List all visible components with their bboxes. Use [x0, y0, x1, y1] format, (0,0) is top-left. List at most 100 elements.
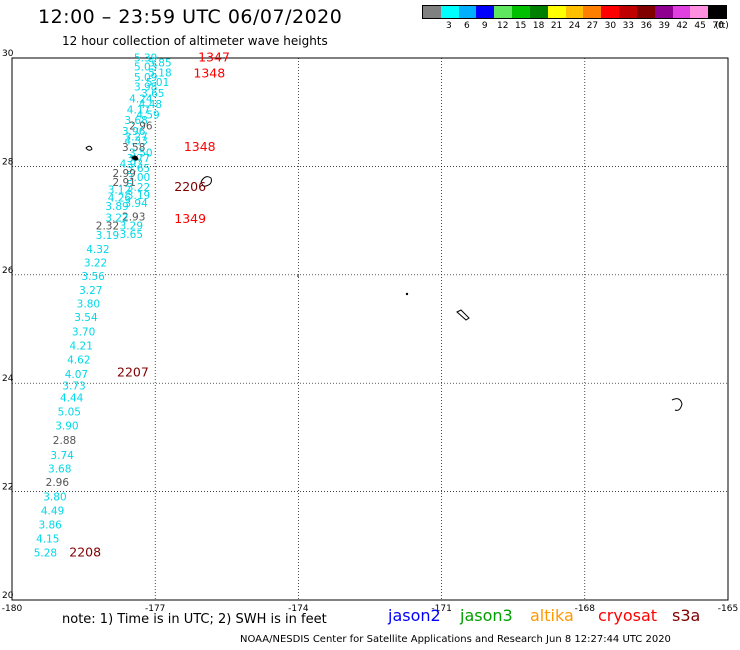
wave-height-value: 3.90 — [55, 420, 78, 432]
legend-label: 36 — [640, 21, 652, 31]
legend-swatch — [476, 6, 495, 18]
legend-swatch — [512, 6, 530, 18]
island-shape — [405, 292, 409, 296]
legend-label: 33 — [622, 21, 635, 31]
legend-swatch — [565, 6, 584, 18]
island-shape — [456, 309, 470, 321]
legend-label: 21 — [550, 21, 563, 31]
wave-height-value: 2.96 — [129, 121, 153, 133]
legend-label: 6 — [463, 21, 470, 31]
time-label: 1348 — [193, 66, 225, 81]
longitude-tick-label: -174 — [288, 604, 309, 614]
wave-height-value: 3.19 — [96, 230, 119, 242]
wave-height-value: 4.17 — [127, 104, 150, 116]
satellite-label-altika: altika — [530, 606, 574, 625]
legend-swatch — [529, 6, 548, 18]
legend-swatch — [636, 6, 655, 18]
time-label: 2206 — [174, 179, 206, 194]
wave-height-value: 3.19 — [127, 190, 150, 202]
wave-height-value: 2.99 — [112, 168, 135, 180]
legend-unit-label: (ft) — [715, 21, 729, 31]
wave-height-value: 3.89 — [105, 201, 128, 213]
latitude-tick-label: 22 — [2, 483, 13, 493]
wave-height-value: 3.94 — [124, 198, 148, 210]
wave-height-value: 3.80 — [77, 298, 100, 310]
legend-label: 24 — [568, 21, 581, 31]
wave-height-value: 3.98 — [134, 82, 157, 94]
longitude-tick-label: -177 — [145, 604, 165, 614]
longitude-tick-label: -180 — [2, 604, 23, 614]
wave-height-value: 3.56 — [81, 271, 105, 283]
wave-height-value: 4.33 — [124, 136, 147, 148]
longitude-tick-label: -168 — [575, 604, 596, 614]
wave-height-value: 3.58 — [122, 142, 145, 154]
wave-height-value: 3.70 — [72, 327, 95, 339]
wave-height-value: 4.48 — [139, 99, 162, 111]
wave-height-value: 3.22 — [127, 182, 150, 194]
legend-swatch — [601, 6, 620, 18]
wave-height-value: 3.68 — [124, 115, 147, 127]
wave-height-value: 3.68 — [48, 464, 71, 476]
legend-swatch — [458, 6, 477, 18]
longitude-tick-label: -171 — [431, 604, 451, 614]
wave-height-value: 3.77 — [127, 153, 150, 165]
color-scale-legend — [422, 5, 727, 19]
legend-swatch — [423, 6, 441, 18]
latitude-tick-label: 30 — [2, 49, 14, 59]
color-scale-labels: 3 6 9 12 15 18 21 24 27 30 33 36 39 42 45 70 (ft) — [422, 21, 729, 33]
legend-swatch — [690, 6, 709, 18]
wave-height-value: 5.03 — [134, 61, 157, 73]
wave-height-value: 3.22 — [84, 258, 107, 270]
wave-height-value: 3.65 — [127, 163, 150, 175]
legend-label: 18 — [532, 21, 545, 31]
legend-swatch — [440, 6, 459, 18]
island-shape — [671, 398, 683, 411]
satellite-label-cryosat: cryosat — [598, 606, 658, 625]
legend-label: 39 — [658, 21, 670, 31]
wave-height-value: 3.12 — [108, 185, 131, 197]
wave-height-value: 2.88 — [53, 435, 76, 447]
wave-height-value: 4.62 — [67, 355, 90, 367]
legend-label: 12 — [497, 21, 509, 31]
wave-height-value: 3.96 — [122, 126, 146, 138]
wave-height-value: 3.22 — [105, 213, 128, 225]
wave-height-value: 3.29 — [120, 220, 143, 232]
wave-height-value: 3.74 — [50, 450, 74, 462]
legend-swatch — [619, 6, 637, 18]
legend-label: 27 — [586, 21, 599, 31]
wave-height-value: 4.32 — [86, 244, 109, 256]
satellite-label-jason2: jason2 — [388, 606, 441, 625]
legend-swatch — [547, 6, 566, 18]
map-frame — [11, 57, 729, 601]
wave-height-value: 5.39 — [134, 52, 157, 64]
wave-height-value: 3.00 — [127, 172, 150, 184]
wave-height-value: 3.27 — [79, 285, 102, 297]
latitude-tick-label: 24 — [2, 374, 14, 384]
wave-height-value: 4.21 — [70, 341, 93, 353]
legend-swatch — [708, 6, 727, 18]
wave-height-value: 3.50 — [129, 148, 152, 160]
legend-label: 42 — [676, 21, 688, 31]
legend-swatch — [583, 6, 602, 18]
wave-height-value: 3.80 — [43, 491, 66, 503]
map-title: 12:00 – 23:59 UTC 06/07/2020 — [38, 6, 343, 28]
wave-height-value: 5.09 — [134, 72, 157, 84]
wave-height-value: 5.05 — [58, 407, 81, 419]
wave-height-value: 4.59 — [136, 110, 159, 122]
longitude-tick-label: -165 — [718, 604, 738, 614]
wave-height-value: 3.27 — [124, 131, 147, 143]
time-label: 2207 — [117, 365, 149, 380]
wave-height-value: 5.85 — [148, 58, 171, 70]
wave-height-value: 5.18 — [148, 67, 171, 79]
wave-height-value: 4.07 — [65, 369, 88, 381]
wave-height-value: 2.91 — [112, 177, 135, 189]
satellite-label-jason3: jason3 — [460, 606, 513, 625]
island-shape — [200, 176, 212, 187]
wave-height-value: 4.93 — [120, 158, 143, 170]
island-shape — [85, 145, 93, 151]
legend-swatch — [654, 6, 673, 18]
wave-height-value: 3.54 — [74, 312, 98, 324]
legend-label: 15 — [514, 21, 527, 31]
